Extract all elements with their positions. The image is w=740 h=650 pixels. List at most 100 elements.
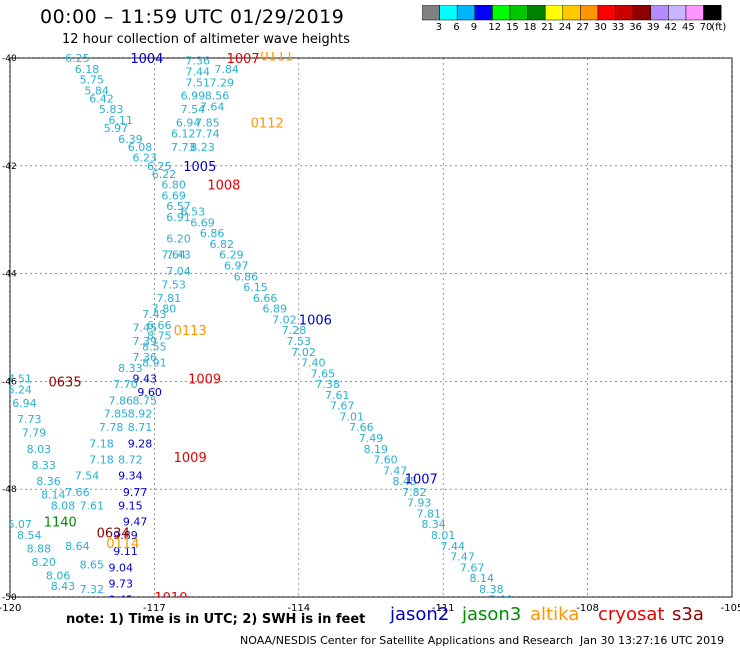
swh-value-label: 8.14 — [41, 489, 66, 502]
color-tick-label: 70 — [699, 22, 713, 33]
color-tick-label: 18 — [523, 22, 537, 33]
swh-value-label: 7.20 — [41, 623, 66, 636]
lon-tick-label: -105 — [721, 603, 740, 614]
swh-value-label: 8.64 — [65, 540, 90, 553]
swh-value-label: 6.29 — [219, 249, 244, 262]
swh-value-label: 7.40 — [301, 357, 326, 370]
swh-value-label: 7.36 — [185, 55, 210, 68]
lat-tick-label: -50 — [2, 593, 17, 603]
swh-value-label: 6.25 — [65, 52, 90, 65]
swh-value-label: 8.06 — [46, 569, 71, 582]
swh-value-label: 7.43 — [166, 249, 191, 262]
swh-value-label: 7.99 — [489, 594, 514, 607]
lat-tick-label: -40 — [2, 54, 17, 64]
color-tick-label: 6 — [453, 22, 460, 33]
swh-value-label: 5.97 — [104, 122, 129, 135]
swh-value-label: 6.39 — [118, 133, 143, 146]
swh-value-label: 8.08 — [51, 499, 76, 512]
legend-jason3: jason3 — [462, 604, 522, 625]
swh-value-label: 8.20 — [31, 556, 56, 569]
swh-value-label: 8.03 — [27, 443, 52, 456]
swh-value-label: 6.42 — [89, 92, 114, 105]
swh-value-label: 9.43 — [133, 373, 158, 386]
color-tick-label: 42 — [664, 22, 678, 33]
swh-value-label: 7.54 — [181, 103, 206, 116]
pass-time-label: 1010 — [154, 591, 187, 606]
swh-value-label: 7.02 — [291, 346, 316, 359]
swh-value-label: 7.49 — [359, 432, 384, 445]
swh-value-label: 6.86 — [200, 227, 225, 240]
swh-value-label: 8.88 — [27, 542, 52, 555]
swh-value-label: 8.38 — [479, 583, 504, 596]
pass-time-label: 0635 — [49, 375, 82, 390]
swh-value-label: 9.45 — [108, 594, 133, 607]
color-tick-label: 12 — [488, 22, 502, 33]
swh-value-label: 8.91 — [142, 357, 167, 370]
credit-text: NOAA/NESDIS Center for Satellite Applica… — [240, 634, 574, 647]
color-tick-label: 3 — [435, 22, 442, 33]
swh-value-label: 8.71 — [128, 421, 153, 434]
pass-time-label: 1008 — [207, 179, 240, 194]
color-tick-label: 24 — [558, 22, 572, 33]
pass-time-label: 1009 — [174, 451, 207, 466]
swh-value-label: 8.33 — [118, 362, 143, 375]
pass-time-label: 0111 — [260, 49, 293, 64]
swh-value-label: 9.15 — [118, 499, 143, 512]
swh-value-label: 7.38 — [315, 378, 340, 391]
swh-value-label: 8.54 — [17, 529, 42, 542]
lat-tick-label: -46 — [2, 377, 17, 387]
swh-value-label: 7.61 — [80, 499, 105, 512]
footer-note: note: 1) Time is in UTC; 2) SWH is in fe… — [66, 612, 365, 627]
swh-value-label: 8.23 — [190, 141, 215, 154]
color-tick-label: 33 — [611, 22, 625, 33]
color-unit-label: (ft) — [711, 22, 727, 33]
swh-value-label: 6.53 — [181, 206, 206, 219]
swh-value-label: 8.92 — [128, 408, 153, 421]
swh-value-label: 7.81 — [157, 292, 182, 305]
color-tick-label: 15 — [506, 22, 519, 33]
swh-value-label: 8.55 — [142, 340, 167, 353]
swh-value-label: 6.18 — [75, 63, 100, 76]
swh-value-label: 7.73 — [171, 141, 196, 154]
swh-value-label: 7.60 — [373, 454, 398, 467]
swh-value-label: 8.14 — [469, 572, 494, 585]
swh-value-label: 7.79 — [22, 427, 47, 440]
color-tick-label: 21 — [541, 22, 554, 33]
swh-value-label: 6.80 — [161, 179, 186, 192]
pass-time-label: 1006 — [299, 313, 332, 328]
swh-value-label: 9.11 — [113, 545, 138, 558]
swh-value-label: 8.01 — [431, 529, 456, 542]
swh-value-label: 7.51 — [7, 373, 32, 386]
swh-value-label: 6.57 — [166, 200, 191, 213]
swh-value-label: 6.82 — [210, 238, 235, 251]
swh-value-label: 7.54 — [75, 470, 100, 483]
swh-value-label: 9.04 — [108, 561, 133, 574]
swh-value-label: 7.02 — [272, 313, 297, 326]
map-title: 00:00 – 11:59 UTC 01/29/2019 — [40, 6, 345, 28]
swh-value-label: 8.72 — [118, 454, 143, 467]
swh-value-label: 6.66 — [253, 292, 278, 305]
swh-value-label: 7.82 — [402, 486, 427, 499]
pass-time-label: 1007 — [405, 472, 438, 487]
swh-value-label: 8.75 — [133, 394, 158, 407]
swh-value-label: 7.51 — [185, 76, 210, 89]
swh-value-label: 6.11 — [108, 114, 133, 127]
legend-altika: altika — [530, 604, 580, 625]
color-swatch — [703, 5, 722, 21]
color-tick-label: 27 — [576, 22, 590, 33]
swh-value-label: 7.66 — [65, 486, 90, 499]
lat-tick-label: -48 — [2, 485, 17, 495]
swh-value-label: 7.61 — [325, 389, 350, 402]
pass-time-label: 1140 — [44, 516, 77, 531]
swh-value-label: 7.65 — [311, 367, 336, 380]
swh-value-label: 7.01 — [339, 410, 364, 423]
pass-time-label: 1007 — [227, 52, 260, 67]
swh-value-label: 7.47 — [383, 464, 408, 477]
swh-value-label: 8.65 — [80, 559, 105, 572]
swh-value-label: 7.64 — [200, 101, 225, 114]
swh-value-label: 7.44 — [185, 65, 210, 78]
lon-tick-label: -117 — [143, 603, 166, 614]
swh-value-label: 7.18 — [89, 454, 114, 467]
swh-value-label: 7.86 — [108, 394, 133, 407]
swh-value-label: 8.46 — [123, 640, 148, 650]
